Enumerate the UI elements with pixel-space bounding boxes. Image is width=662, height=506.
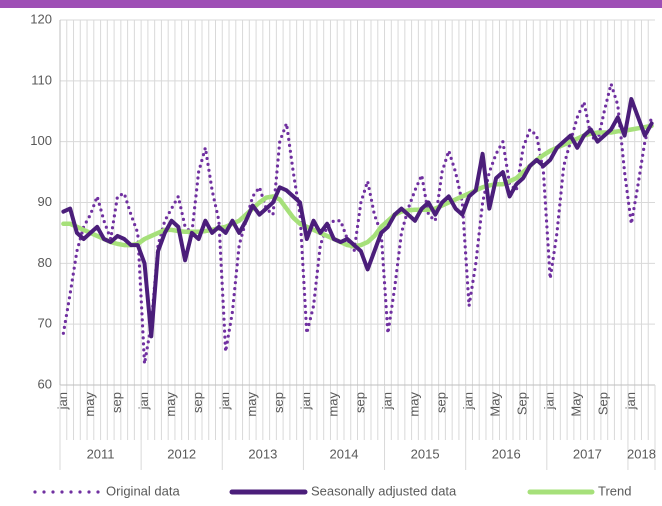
year-label: 2013 [248, 446, 277, 461]
year-label: 2017 [573, 446, 602, 461]
year-label: 2012 [167, 446, 196, 461]
y-tick-label: 70 [38, 316, 52, 331]
year-label: 2016 [492, 446, 521, 461]
year-label: 2018 [627, 446, 656, 461]
legend-label: Original data [106, 483, 180, 498]
month-label: jan [461, 392, 476, 410]
year-label: 2015 [411, 446, 440, 461]
series-line [61, 97, 654, 339]
y-tick-label: 80 [38, 255, 52, 270]
y-tick-label: 60 [38, 376, 52, 391]
month-label: may [406, 392, 421, 417]
year-label: 2014 [330, 446, 359, 461]
legend-label: Seasonally adjusted data [311, 483, 457, 498]
legend-label: Trend [598, 483, 631, 498]
month-label: sep [190, 392, 205, 413]
top-band [0, 0, 662, 8]
month-label: sep [352, 392, 367, 413]
month-label: sep [433, 392, 448, 413]
month-label: may [244, 392, 259, 417]
month-label: jan [623, 392, 638, 410]
month-label: sep [109, 392, 124, 413]
month-label: may [325, 392, 340, 417]
month-label: jan [217, 392, 232, 410]
y-tick-label: 110 [31, 72, 52, 87]
month-label: may [163, 392, 178, 417]
y-tick-label: 90 [38, 194, 52, 209]
month-label: May [488, 392, 503, 417]
month-label: jan [298, 392, 313, 410]
month-label: Sep [596, 392, 611, 415]
month-label: jan [55, 392, 70, 410]
y-tick-label: 120 [30, 11, 52, 26]
year-label: 2011 [87, 446, 115, 461]
month-label: jan [379, 392, 394, 410]
series-line [61, 82, 654, 366]
month-label: jan [542, 392, 557, 410]
month-label: sep [271, 392, 286, 413]
y-tick-label: 100 [30, 133, 52, 148]
month-label: May [569, 392, 584, 417]
month-label: Sep [515, 392, 530, 415]
month-label: may [82, 392, 97, 417]
month-label: jan [136, 392, 151, 410]
